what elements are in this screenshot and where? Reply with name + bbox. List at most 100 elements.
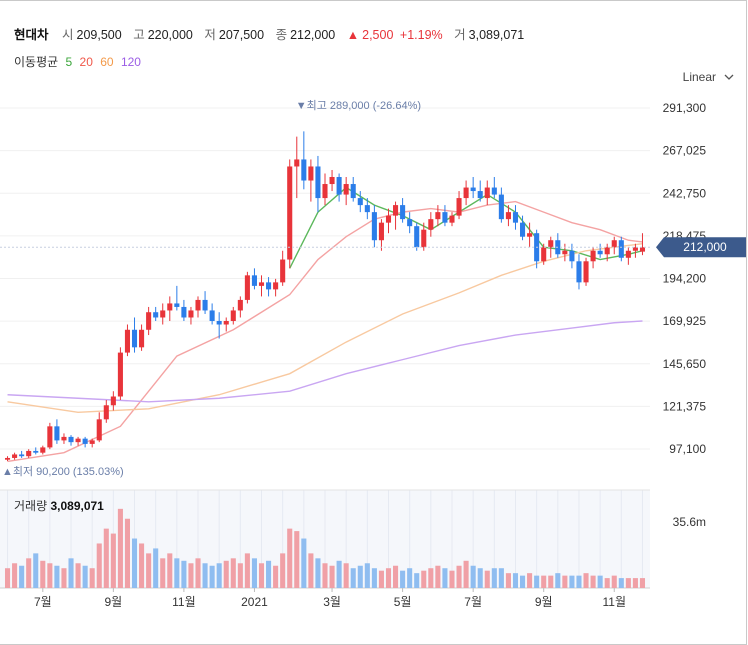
current-price-label: 212,000 [683,240,727,254]
candle-body [12,454,18,458]
ma-5: 5 [65,55,73,69]
candle [188,306,194,325]
volume-bar [4,568,11,588]
candle [357,191,363,213]
candle [96,412,102,443]
candle-body [590,250,596,262]
volume-bar [484,570,490,588]
candle [428,212,434,237]
candle [209,303,215,325]
volume-bar [470,565,476,588]
candle [470,177,476,199]
volume-bar [82,565,88,588]
volume-bar [287,528,293,588]
volume-bar [124,518,131,588]
candle-body [195,299,201,311]
candle-body [131,329,138,348]
candle-body [428,219,434,230]
candle-body [280,259,286,283]
candle-body [244,275,250,300]
volume-panel-value: 3,089,071 [50,499,104,513]
candle-body [364,205,370,213]
x-tick-label: 3월 [323,595,341,609]
volume-bar [195,558,201,588]
chevron-down-icon[interactable] [724,72,734,82]
candle [590,247,596,269]
candle [160,303,166,325]
candle-body [625,250,631,258]
candle [378,219,384,251]
candle [230,306,236,325]
candle [597,243,603,258]
volume-bar [322,563,328,588]
volume-bar [343,563,349,588]
candle [463,180,469,206]
candle [456,191,462,220]
moving-average-legend[interactable]: 이동평균 5 20 60 120 [14,53,145,70]
candle [385,208,392,234]
max-price-annotation: ▼최고 289,000 (-26.64%) [296,99,421,112]
candle-body [541,247,547,262]
candle [498,187,504,223]
candle [280,250,286,286]
volume-bar [435,565,441,588]
candle [569,243,575,269]
candle-body [33,450,39,453]
candle [414,222,420,251]
change-percent: +1.19% [399,28,443,42]
scale-selector[interactable]: Linear [682,70,716,84]
price-summary: 현대차 시 209,500 고 220,000 저 207,500 종 212,000 … [14,24,532,43]
volume-bar [541,575,547,588]
volume-bar [216,563,222,588]
candle-body [216,320,222,325]
volume-bar [632,578,638,588]
volume-bar [96,543,102,588]
volume-bar [385,568,392,588]
candle [449,212,455,227]
candle-body [223,320,229,325]
volume-bar [400,570,406,588]
candle [266,277,272,297]
volume-bar [223,560,229,588]
candle-body [336,177,342,195]
candle [505,205,511,227]
volume-bar [89,568,95,588]
candle [258,275,265,297]
candle-body [174,303,180,307]
volume-bar [456,565,462,588]
candle-body [287,166,293,260]
volume-bar [301,538,307,588]
candle [117,347,123,401]
candle [153,306,159,321]
volume-bar [597,575,603,588]
candle [604,243,610,262]
candle-body [484,187,490,199]
candle [195,296,201,318]
volume-bar [611,575,617,588]
volume-bar [477,568,483,588]
candle-body [393,205,399,216]
volume-bar [569,575,575,588]
volume-bar [548,575,554,588]
candle [75,436,81,446]
volume-bar [393,565,399,588]
volume-bar [12,563,18,588]
candle [555,233,561,258]
volume-bar [131,538,138,588]
candle-body [512,212,519,223]
candle-body [639,247,646,252]
up-triangle-icon: ▲ [346,28,360,42]
candle [146,306,152,336]
volume-bar [512,573,519,588]
ma-line-120 [7,320,643,403]
candle-body [618,240,624,258]
candle-body [343,184,349,195]
candle [110,391,116,411]
candle [33,447,39,455]
volume-bar [364,563,370,588]
candle [19,450,25,458]
candle-body [498,194,504,220]
volume-bar [61,568,67,588]
candle-body [146,312,152,330]
